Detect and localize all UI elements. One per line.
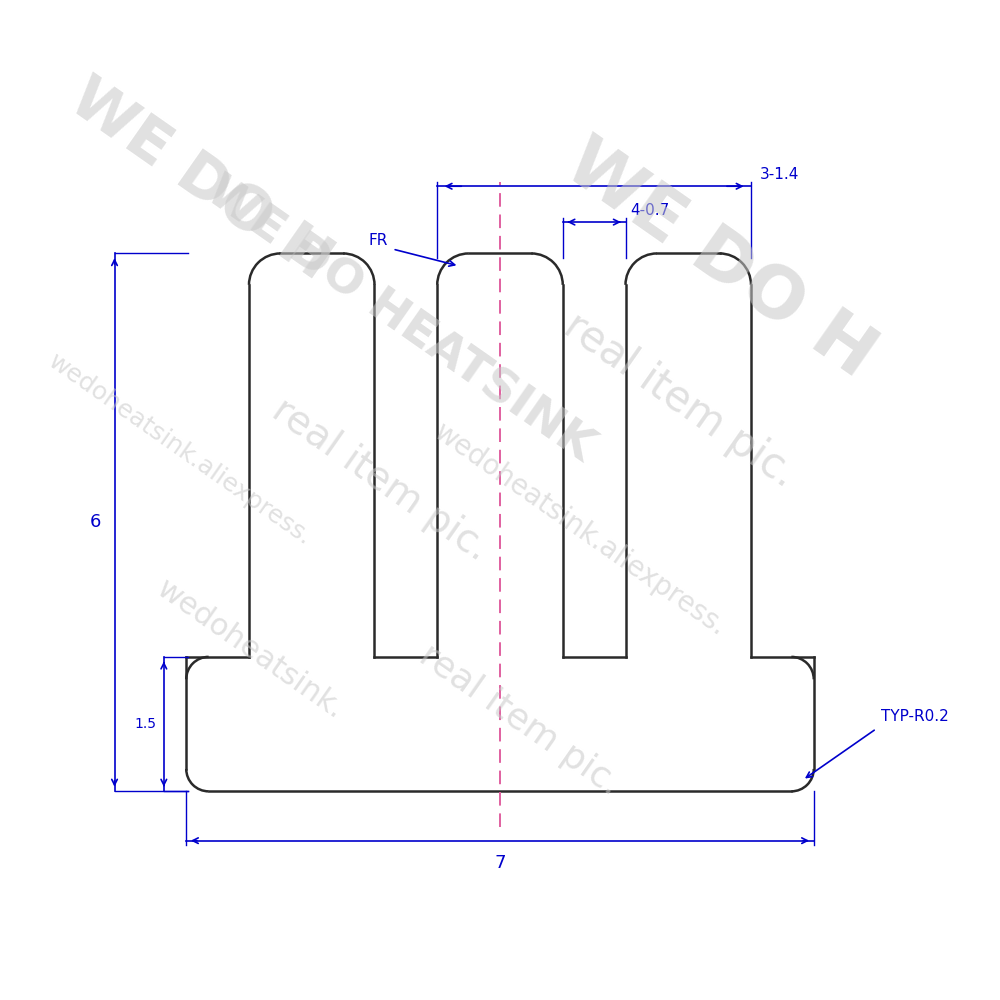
Text: 7: 7: [494, 854, 506, 872]
Text: wedoheatsink.: wedoheatsink.: [151, 575, 349, 725]
Text: WE DO HEATSINK: WE DO HEATSINK: [198, 169, 602, 471]
Text: 4-0.7: 4-0.7: [630, 203, 669, 218]
Text: FR: FR: [369, 233, 388, 248]
Text: wedoheatsink.aliexpress.: wedoheatsink.aliexpress.: [429, 418, 731, 642]
Text: wedoheatsink.aliexpress.: wedoheatsink.aliexpress.: [44, 350, 316, 550]
Text: 6: 6: [90, 513, 101, 531]
Text: real item pic.: real item pic.: [265, 391, 495, 569]
Text: 1.5: 1.5: [135, 717, 157, 731]
Text: WE DO H: WE DO H: [552, 128, 888, 392]
Text: 3-1.4: 3-1.4: [760, 167, 799, 182]
Text: TYP-R0.2: TYP-R0.2: [881, 709, 949, 724]
Text: WE DO H: WE DO H: [58, 68, 342, 292]
Text: real item pic.: real item pic.: [556, 304, 804, 496]
Text: real item pic.: real item pic.: [413, 638, 627, 802]
